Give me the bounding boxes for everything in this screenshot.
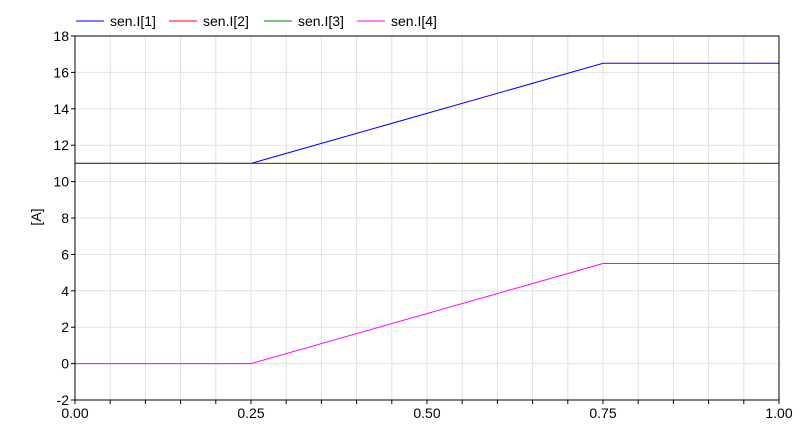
legend-label: sen.I[3] — [298, 13, 344, 29]
x-tick-label: 0.25 — [237, 405, 264, 421]
y-tick-label: 16 — [53, 64, 69, 80]
x-tick-label: 0.50 — [413, 405, 440, 421]
x-tick-label: 1.00 — [765, 405, 792, 421]
y-tick-label: 4 — [61, 283, 69, 299]
y-tick-label: 8 — [61, 210, 69, 226]
y-tick-label: 10 — [53, 174, 69, 190]
legend-label: sen.I[2] — [203, 13, 249, 29]
axes — [71, 35, 780, 404]
x-tick-label: 0.75 — [589, 405, 616, 421]
x-tick-label: 0.00 — [61, 405, 88, 421]
legend-item-4: sen.I[4] — [357, 13, 437, 29]
y-axis-title: [A] — [28, 208, 44, 225]
grid — [74, 35, 780, 401]
y-tick-label: 2 — [61, 319, 69, 335]
y-tick-label: 6 — [61, 246, 69, 262]
y-tick-label: 0 — [61, 356, 69, 372]
y-tick-label: 12 — [53, 137, 69, 153]
y-tick-label: 18 — [53, 28, 69, 44]
legend-label: sen.I[4] — [391, 13, 437, 29]
legend-label: sen.I[1] — [110, 13, 156, 29]
y-tick-label: 14 — [53, 101, 69, 117]
legend-item-3: sen.I[3] — [264, 13, 344, 29]
series-layer — [75, 62, 779, 365]
legend-item-1: sen.I[1] — [76, 13, 156, 29]
legend: sen.I[1] sen.I[2] sen.I[3] sen.I[4] — [76, 13, 437, 29]
y-tick-label: -2 — [57, 392, 70, 408]
tick-labels: -2 0 2 4 6 8 10 12 14 16 18 0.00 0.25 0.50 0.75 1.00 — [53, 28, 792, 421]
legend-item-2: sen.I[2] — [169, 13, 249, 29]
series-line-4 — [75, 263, 779, 365]
